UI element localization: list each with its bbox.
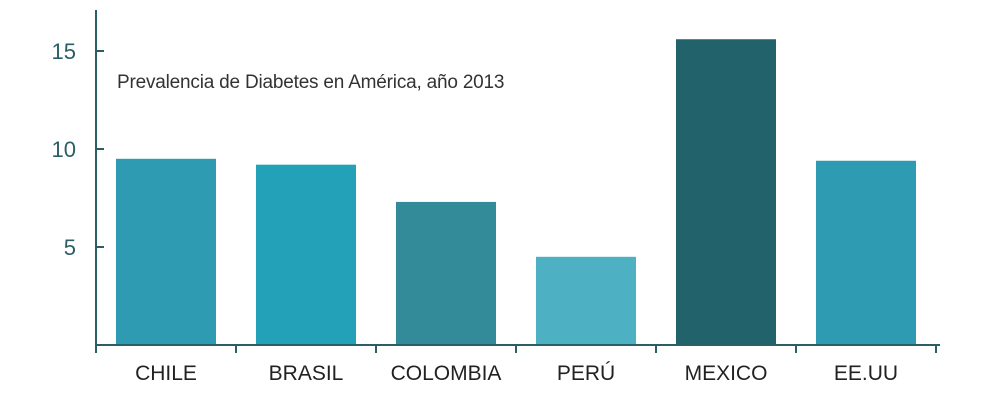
- y-tick-label-15: 15: [52, 39, 76, 64]
- bar-mexico: [676, 39, 776, 346]
- bar-ee-uu: [816, 160, 916, 345]
- bar-per-: [536, 256, 636, 345]
- category-label-mexico: MEXICO: [685, 362, 768, 385]
- y-tick-label-10: 10: [52, 137, 76, 162]
- chart-title: Prevalencia de Diabetes en América, año …: [117, 72, 505, 93]
- category-label-per-: PERÚ: [557, 362, 615, 385]
- category-label-chile: CHILE: [135, 362, 197, 385]
- bar-brasil: [256, 164, 356, 345]
- category-label-brasil: BRASIL: [269, 362, 344, 385]
- bar-chile: [116, 158, 216, 345]
- bar-colombia: [396, 201, 496, 345]
- y-tick-label-5: 5: [64, 235, 76, 260]
- category-label-ee-uu: EE.UU: [834, 362, 898, 385]
- category-label-colombia: COLOMBIA: [391, 362, 502, 385]
